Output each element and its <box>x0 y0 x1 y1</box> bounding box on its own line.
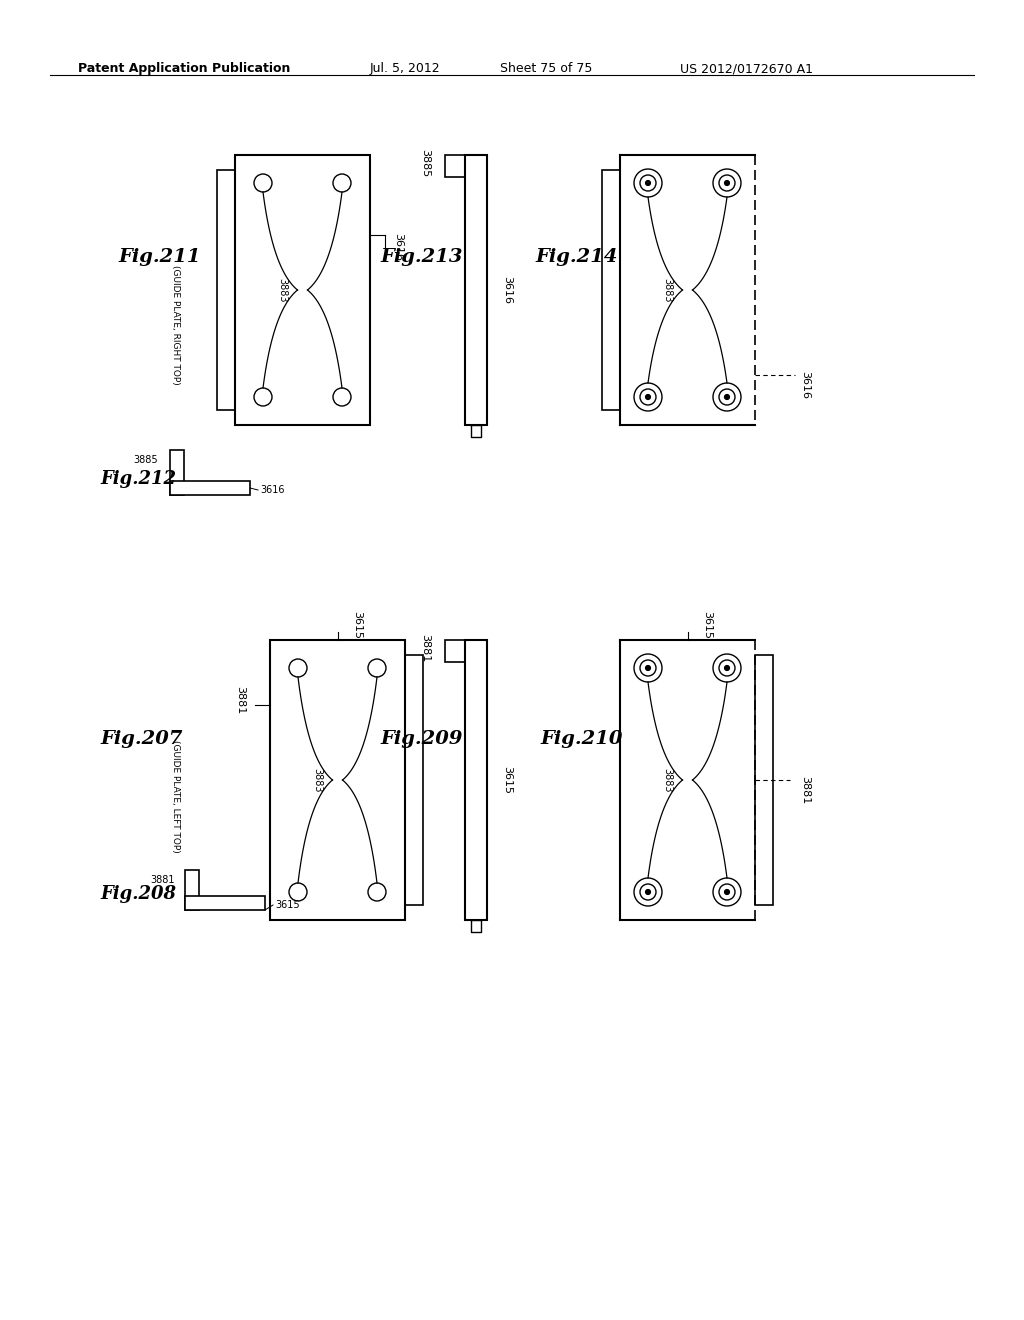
Circle shape <box>645 665 650 671</box>
Bar <box>270 640 406 920</box>
Bar <box>185 896 265 909</box>
Text: Fig.208: Fig.208 <box>100 884 176 903</box>
Text: 3615: 3615 <box>502 766 512 795</box>
Bar <box>170 480 250 495</box>
Circle shape <box>645 890 650 895</box>
Text: 3615: 3615 <box>702 611 713 639</box>
Text: 3883: 3883 <box>278 277 288 302</box>
Circle shape <box>725 890 729 895</box>
Text: Patent Application Publication: Patent Application Publication <box>78 62 291 75</box>
Text: 3883: 3883 <box>663 768 673 792</box>
Text: 3883: 3883 <box>312 768 323 792</box>
Text: Sheet 75 of 75: Sheet 75 of 75 <box>500 62 592 75</box>
Text: 3616: 3616 <box>502 276 512 304</box>
Text: 3616: 3616 <box>800 371 810 399</box>
Text: US 2012/0172670 A1: US 2012/0172670 A1 <box>680 62 813 75</box>
Text: 3885: 3885 <box>420 149 430 177</box>
Text: Fig.210: Fig.210 <box>540 730 623 748</box>
Bar <box>217 170 234 411</box>
Circle shape <box>725 181 729 185</box>
Text: 3881: 3881 <box>420 634 430 663</box>
Circle shape <box>725 395 729 400</box>
Bar <box>602 170 620 411</box>
Bar <box>406 655 423 906</box>
Bar <box>234 154 370 425</box>
Text: (GUIDE PLATE, LEFT TOP): (GUIDE PLATE, LEFT TOP) <box>171 741 179 853</box>
Text: 3616: 3616 <box>260 484 285 495</box>
Text: Fig.207: Fig.207 <box>100 730 182 748</box>
Bar <box>755 655 773 906</box>
Bar <box>185 870 199 909</box>
Text: 3616: 3616 <box>393 234 403 261</box>
Circle shape <box>645 395 650 400</box>
Text: (GUIDE PLATE, RIGHT TOP): (GUIDE PLATE, RIGHT TOP) <box>171 265 179 384</box>
Bar <box>445 154 465 177</box>
Text: Fig.211: Fig.211 <box>118 248 201 267</box>
Text: Fig.214: Fig.214 <box>535 248 617 267</box>
Bar <box>170 450 184 495</box>
Text: 3881: 3881 <box>234 686 245 714</box>
Circle shape <box>645 181 650 185</box>
Text: 3881: 3881 <box>800 776 810 804</box>
Bar <box>465 640 487 920</box>
Bar <box>465 154 487 425</box>
Text: 3885: 3885 <box>133 455 158 465</box>
Text: Fig.212: Fig.212 <box>100 470 176 488</box>
Circle shape <box>725 665 729 671</box>
Text: 3881: 3881 <box>151 875 175 884</box>
Bar <box>445 640 465 663</box>
Text: Fig.213: Fig.213 <box>380 248 463 267</box>
Text: 3615: 3615 <box>352 611 362 639</box>
Text: 3883: 3883 <box>663 277 673 302</box>
Text: Jul. 5, 2012: Jul. 5, 2012 <box>370 62 440 75</box>
Text: Fig.209: Fig.209 <box>380 730 463 748</box>
Text: 3615: 3615 <box>275 900 300 909</box>
